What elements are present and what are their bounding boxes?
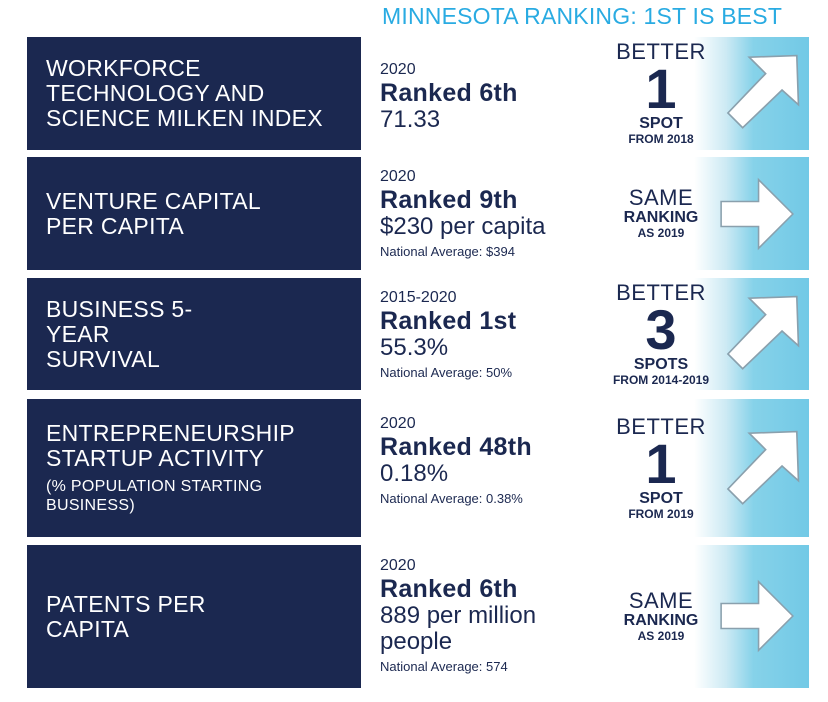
metric-rank: Ranked 6th	[380, 79, 518, 107]
metric-stats: 2020 Ranked 48th 0.18% National Average:…	[380, 415, 605, 507]
metric-label: VENTURE CAPITAL PER CAPITA	[46, 187, 261, 239]
metric-label-box: WORKFORCE TECHNOLOGY AND SCIENCE MILKEN …	[27, 37, 361, 150]
change-from: FROM 2018	[628, 132, 694, 146]
up-right-arrow-icon	[726, 54, 800, 129]
change-from: FROM 2019	[628, 506, 694, 521]
metric-label: WORKFORCE TECHNOLOGY AND SCIENCE MILKEN …	[46, 55, 323, 131]
ranking-row-entrepreneurship: ENTREPRENEURSHIP STARTUP ACTIVITY (% POP…	[0, 399, 828, 537]
metric-label: ENTREPRENEURSHIP STARTUP ACTIVITY	[46, 420, 295, 471]
change-word: SAME	[628, 588, 694, 613]
metric-label-box: BUSINESS 5-YEAR SURVIVAL	[27, 278, 361, 390]
change-number: 1	[645, 431, 677, 495]
ranking-row-venture-capital: VENTURE CAPITAL PER CAPITA 2020 Ranked 9…	[0, 157, 828, 270]
metric-rank: Ranked 1st	[380, 307, 517, 335]
national-average: National Average: 574	[380, 659, 508, 674]
right-arrow-icon	[720, 177, 794, 251]
metric-year: 2020	[380, 168, 416, 185]
change-word: BETTER	[616, 39, 706, 64]
metric-value: 0.18%	[380, 460, 449, 487]
metric-value: 889 per million people	[380, 602, 537, 655]
change-number: 3	[645, 297, 677, 361]
rank-change-text: SAME RANKING AS 2019	[611, 545, 711, 688]
metric-label: PATENTS PER CAPITA	[46, 590, 206, 642]
metric-year: 2020	[380, 415, 416, 432]
national-average: National Average: 0.38%	[380, 491, 523, 506]
change-unit: RANKING	[623, 612, 699, 629]
rank-change-text: SAME RANKING AS 2019	[611, 157, 711, 270]
metric-value: 55.3%	[380, 334, 449, 361]
change-from: FROM 2014-2019	[612, 372, 710, 387]
change-unit: SPOT	[639, 115, 683, 132]
rank-change-text: BETTER 1 SPOT FROM 2019	[611, 399, 711, 537]
rank-change-text: BETTER 1 SPOT FROM 2018	[611, 37, 711, 150]
change-unit: RANKING	[623, 209, 699, 226]
rank-change-panel: SAME RANKING AS 2019	[611, 157, 809, 270]
metric-value: 71.33	[380, 106, 441, 133]
infographic-title: MINNESOTA RANKING: 1ST IS BEST	[382, 3, 783, 29]
metric-label: BUSINESS 5-YEAR SURVIVAL	[46, 295, 193, 372]
right-arrow-icon	[720, 579, 794, 653]
ranking-row-workforce: WORKFORCE TECHNOLOGY AND SCIENCE MILKEN …	[0, 37, 828, 150]
change-number: 1	[645, 57, 677, 120]
rank-change-text: BETTER 3 SPOTS FROM 2014-2019	[611, 278, 711, 390]
metric-value: $230 per capita	[380, 213, 546, 240]
national-average: National Average: 50%	[380, 365, 513, 380]
metric-sublabel: (% POPULATION STARTING BUSINESS)	[46, 478, 263, 514]
metric-rank: Ranked 9th	[380, 186, 518, 214]
rank-change-panel: BETTER 1 SPOT FROM 2018	[611, 37, 809, 150]
up-right-arrow-icon	[726, 295, 800, 370]
metric-stats: 2020 Ranked 9th $230 per capita National…	[380, 168, 605, 260]
up-right-arrow-icon	[726, 430, 800, 505]
metric-label-box: ENTREPRENEURSHIP STARTUP ACTIVITY (% POP…	[27, 399, 361, 537]
change-word: SAME	[628, 185, 694, 210]
rank-change-panel: BETTER 1 SPOT FROM 2019	[611, 399, 809, 537]
change-word: BETTER	[616, 279, 706, 305]
metric-label-box: PATENTS PER CAPITA	[27, 545, 361, 688]
metric-rank: Ranked 6th	[380, 575, 518, 603]
metric-stats: 2020 Ranked 6th 71.33	[380, 61, 605, 133]
metric-year: 2015-2020	[380, 289, 457, 306]
metric-label-box: VENTURE CAPITAL PER CAPITA	[27, 157, 361, 270]
rank-change-panel: SAME RANKING AS 2019	[611, 545, 809, 688]
change-unit: SPOT	[639, 489, 683, 507]
metric-rank: Ranked 48th	[380, 433, 532, 461]
metric-year: 2020	[380, 557, 416, 574]
change-from: AS 2019	[637, 629, 685, 643]
ranking-row-business-survival: BUSINESS 5-YEAR SURVIVAL 2015-2020 Ranke…	[0, 278, 828, 390]
rank-change-panel: BETTER 3 SPOTS FROM 2014-2019	[611, 278, 809, 390]
metric-year: 2020	[380, 61, 416, 78]
national-average: National Average: $394	[380, 244, 515, 259]
change-from: AS 2019	[637, 226, 685, 240]
ranking-row-patents: PATENTS PER CAPITA 2020 Ranked 6th 889 p…	[0, 545, 828, 688]
metric-stats: 2020 Ranked 6th 889 per million people N…	[380, 557, 605, 675]
change-word: BETTER	[616, 413, 706, 439]
change-unit: SPOTS	[633, 355, 689, 373]
metric-stats: 2015-2020 Ranked 1st 55.3% National Aver…	[380, 289, 605, 381]
